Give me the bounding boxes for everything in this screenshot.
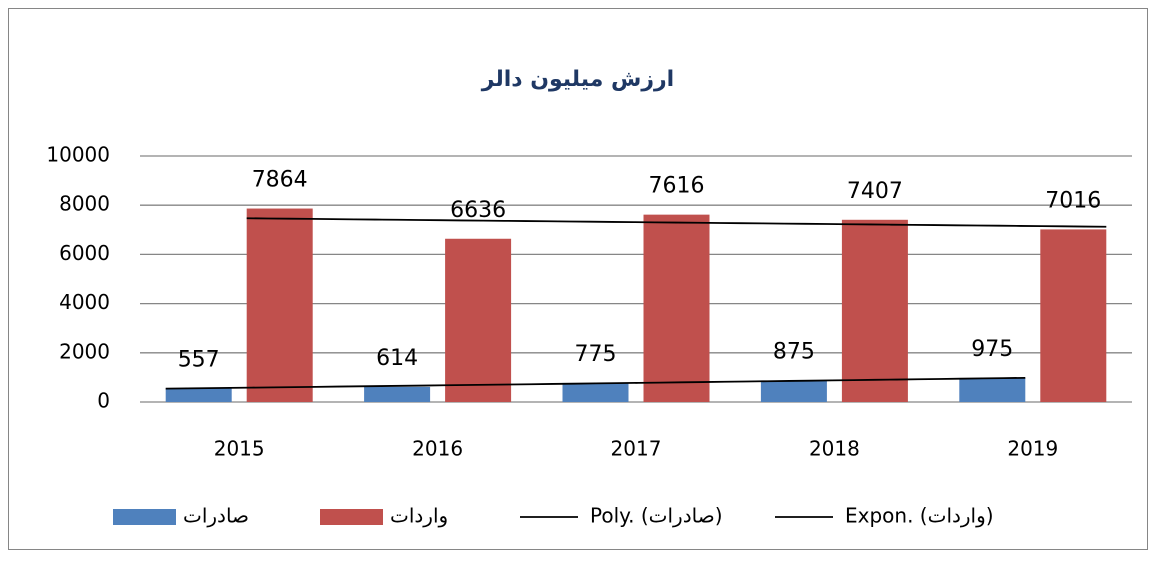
trendline [165,376,1026,390]
legend-label: Expon. (واردات) [845,504,994,528]
y-tick-label: 2000 [59,339,110,363]
chart-title: ارزش میلیون دالر [481,67,674,92]
data-label: 7864 [252,168,308,193]
bar [841,219,908,402]
data-label: 7016 [1045,188,1101,213]
x-tick-label: 2016 [412,437,463,461]
y-tick-label: 4000 [59,290,110,314]
y-tick-label: 0 [97,389,110,413]
data-label: 875 [773,339,815,364]
y-tick-label: 10000 [46,143,110,167]
bar [643,214,710,402]
trendline [246,217,1107,228]
x-tick-label: 2018 [809,437,860,461]
legend-label: صادرات [183,504,249,528]
bar [562,382,629,402]
bar [445,238,512,402]
x-tick-label: 2015 [214,437,265,461]
y-tick-label: 6000 [59,241,110,265]
legend-swatch [320,509,383,525]
bar [1040,229,1107,402]
legend-label: Poly. (صادرات) [590,504,723,528]
bar [760,380,827,402]
chart-border [8,8,1148,550]
bar [364,386,431,402]
x-tick-label: 2019 [1007,437,1058,461]
data-label: 775 [575,342,617,367]
bar [246,208,313,402]
data-label: 557 [178,347,220,372]
bar [165,388,232,402]
data-label: 975 [971,337,1013,362]
legend-swatch [113,509,176,525]
x-tick-label: 2017 [611,437,662,461]
data-label: 7616 [649,174,705,199]
legend-label: واردات [390,504,448,528]
data-label: 614 [376,346,418,371]
data-label: 7407 [847,179,903,204]
bar [959,378,1026,402]
y-tick-label: 8000 [59,192,110,216]
data-label: 6636 [450,198,506,223]
